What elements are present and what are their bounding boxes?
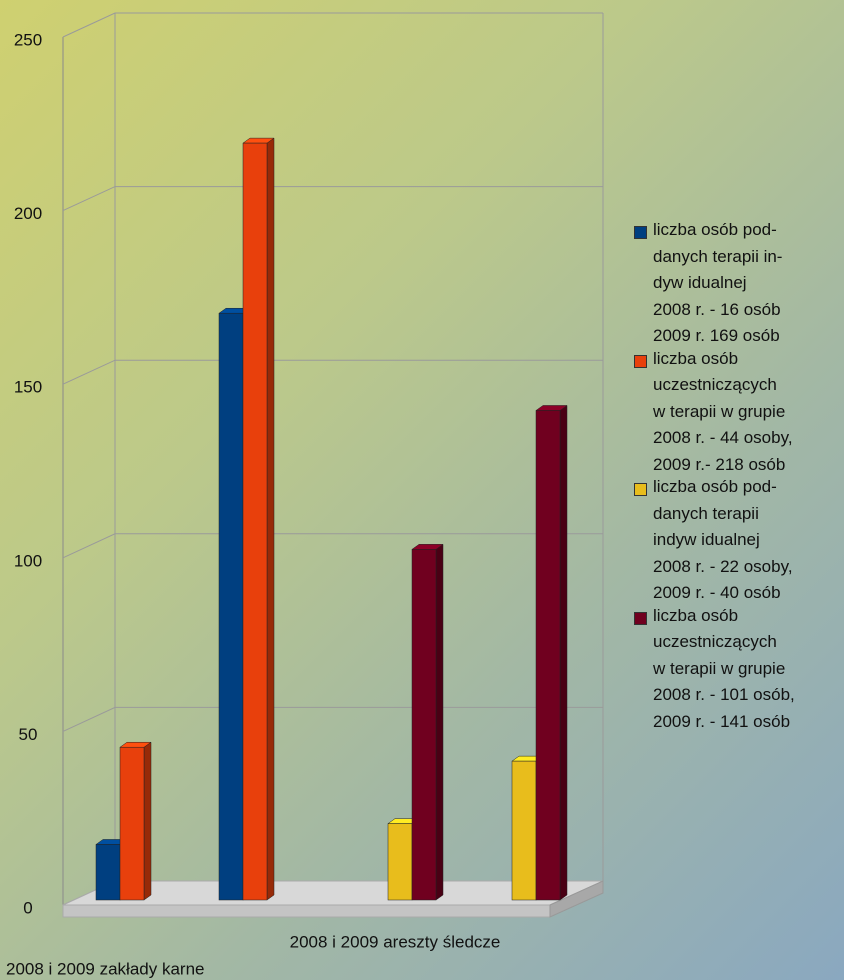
bar [218,312,244,901]
bar [511,760,537,901]
bar-side [559,404,568,901]
floor-front [62,904,551,918]
grid-line [62,359,603,385]
y-tick-label: 150 [14,378,42,397]
bar [411,549,437,901]
legend: liczba osób pod- danych terapii in- dyw … [634,220,844,736]
legend-entry: liczba osób uczestniczących w terapii w … [634,349,844,479]
legend-entry: liczba osób pod- danych terapii in- dyw … [634,220,844,350]
bar [95,844,121,901]
legend-swatch [634,611,647,625]
y-tick-label: 0 [23,898,32,917]
axis-annotation: 2008 i 2009 zakłady karne [6,959,204,978]
bar [119,746,145,901]
legend-label: liczba osób uczestniczących w terapii w … [653,605,795,731]
bar-side [143,741,152,901]
legend-label: liczba osób pod- danych terapii indyw id… [653,477,793,602]
bar [535,410,561,901]
bar-side [266,137,275,901]
legend-swatch [634,354,647,368]
bar [387,823,413,901]
floor-side [549,880,604,918]
legend-label: liczba osób pod- danych terapii in- dyw … [653,220,783,345]
grid-line [62,706,603,732]
legend-swatch [634,226,647,239]
grid-line [62,12,603,38]
bar-side [435,543,444,901]
y-tick-label: 100 [14,551,42,570]
legend-swatch [634,483,647,496]
bar [242,142,268,901]
grid-line [62,186,603,212]
grid-line [62,533,603,559]
y-tick-label: 200 [14,204,42,223]
y-tick-label: 50 [19,725,38,744]
legend-entry: liczba osób pod- danych terapii indyw id… [634,477,844,607]
y-tick-label: 250 [14,30,42,49]
legend-entry: liczba osób uczestniczących w terapii w … [634,606,844,736]
axis-annotation: 2008 i 2009 areszty śledcze [290,932,501,951]
legend-label: liczba osób uczestniczących w terapii w … [653,348,793,474]
